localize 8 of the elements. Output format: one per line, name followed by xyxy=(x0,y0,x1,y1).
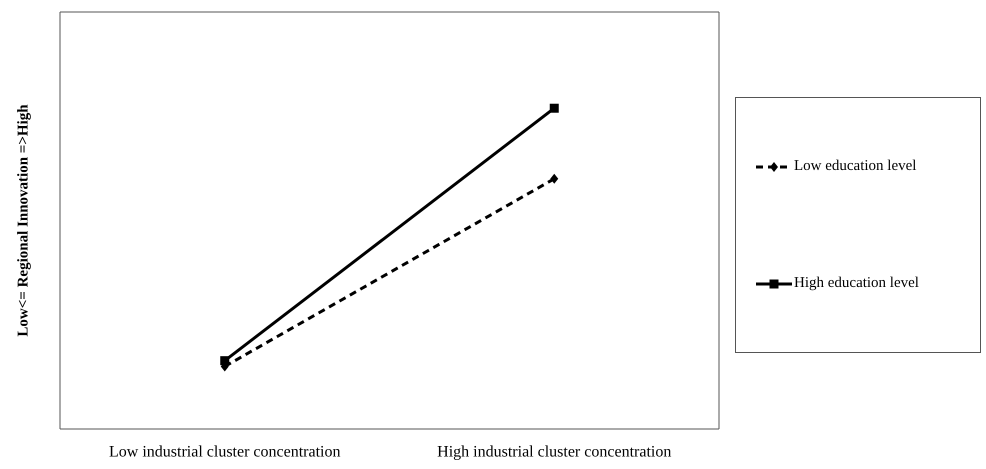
legend-label: High education level xyxy=(794,275,919,292)
legend-label: Low education level xyxy=(794,158,916,175)
x-tick-label: High industrial cluster concentration xyxy=(437,443,672,460)
y-axis-title: Low<= Regional Innovation =>High xyxy=(15,104,32,337)
x-tick-label: Low industrial cluster concentration xyxy=(109,443,340,460)
point xyxy=(550,174,558,184)
point xyxy=(220,356,230,366)
point xyxy=(550,104,559,113)
